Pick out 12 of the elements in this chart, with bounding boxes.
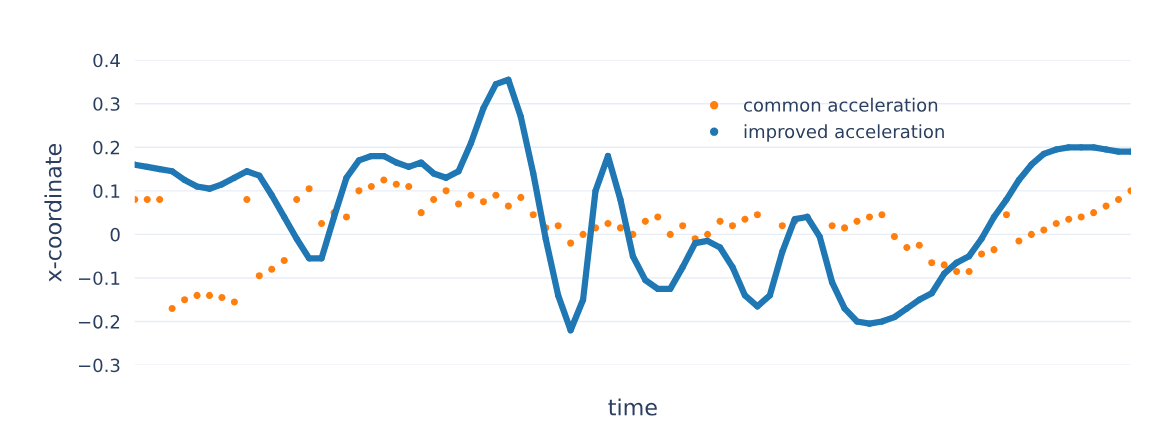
- y-tick-label: −0.3: [78, 358, 120, 373]
- y-tick-label: 0: [110, 227, 120, 242]
- y-tick-label: 0.4: [93, 53, 120, 68]
- y-tick-label: 0.1: [93, 184, 120, 198]
- legend-label: improved acceleration: [744, 124, 944, 142]
- legend-label: common acceleration: [744, 97, 938, 112]
- y-axis-title: x-coordinate: [44, 143, 62, 282]
- y-tick-label: 0.3: [93, 97, 120, 111]
- y-tick-label: −0.2: [78, 314, 120, 329]
- x-axis-title: time: [608, 398, 657, 416]
- y-tick-label: 0.2: [93, 140, 120, 155]
- y-tick-label: −0.1: [78, 271, 120, 286]
